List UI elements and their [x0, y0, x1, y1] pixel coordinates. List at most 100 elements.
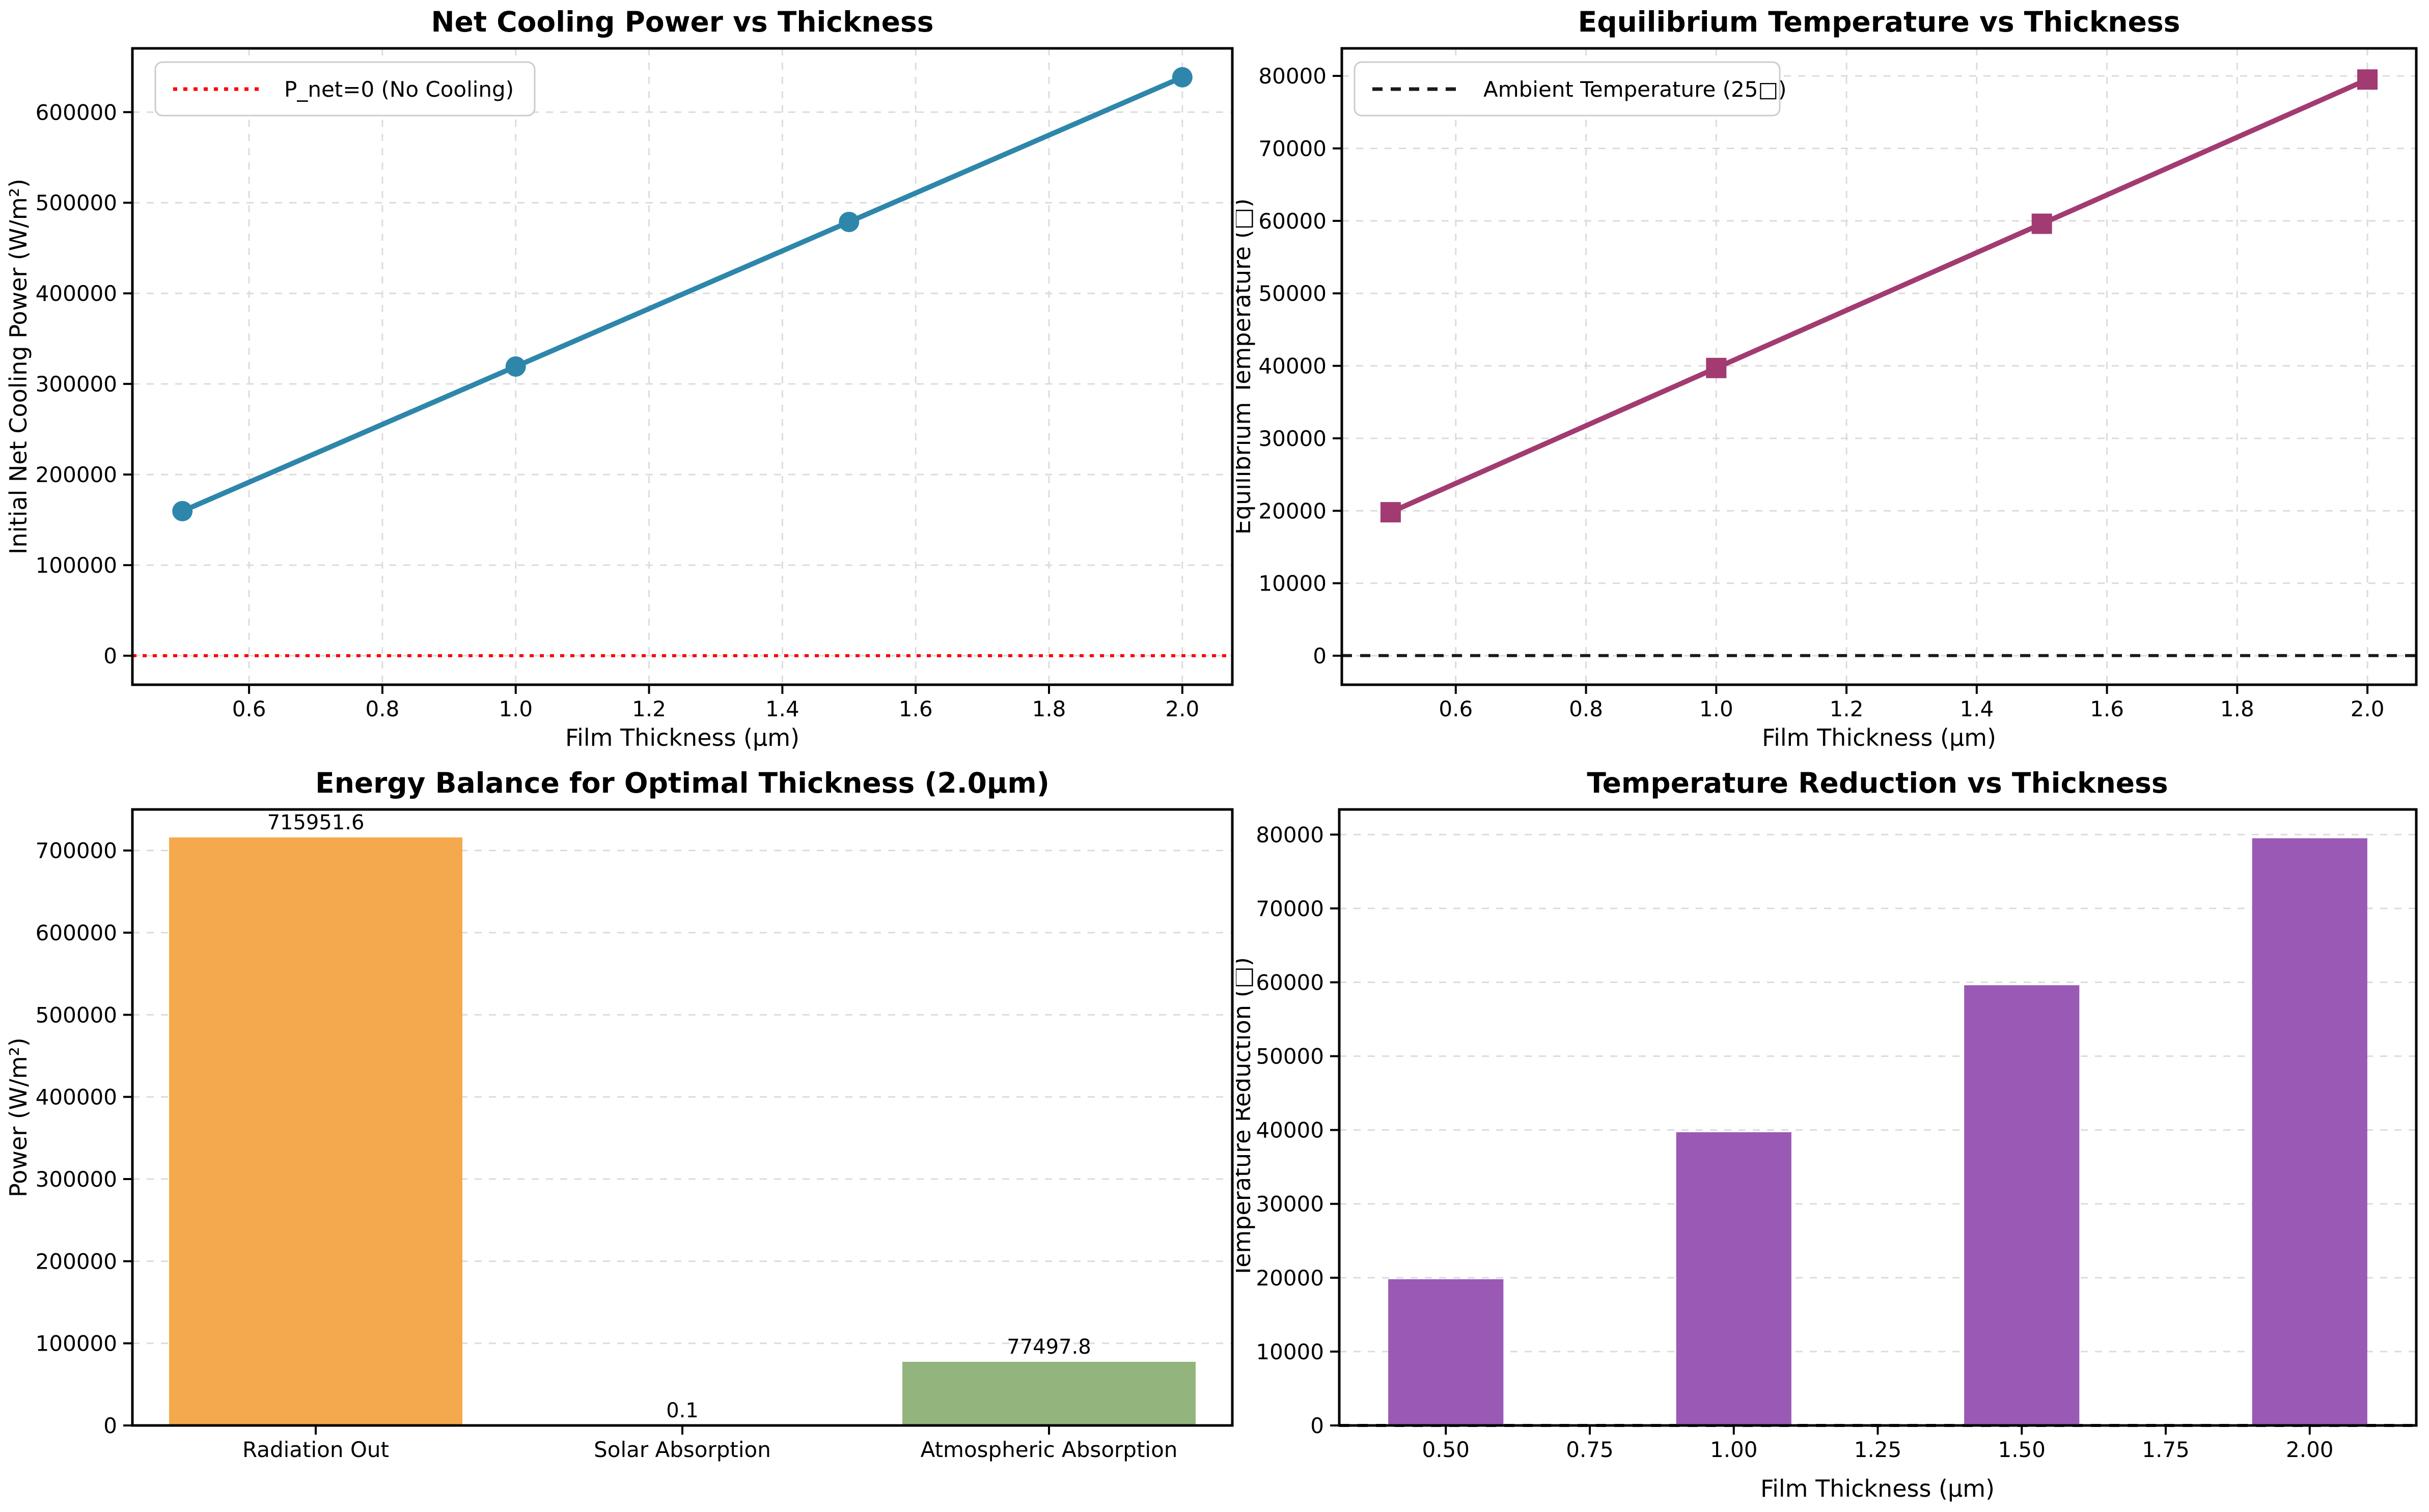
x-tick-label: Solar Absorption [594, 1437, 771, 1462]
subplot-net-cooling-power: 0.6 0.8 1.0 1.2 1.4 1.6 1.8 2.0 0 100000 200000 300… [0, 0, 1236, 756]
bar [1964, 985, 2080, 1425]
y-tick-label: 70000 [1258, 136, 1327, 161]
chart-title: Energy Balance for Optimal Thickness (2.… [315, 767, 1050, 799]
y-tick-label: 50000 [1258, 281, 1327, 306]
data-point-marker [2031, 213, 2052, 234]
x-tick-label: 0.75 [1566, 1437, 1614, 1462]
bar [1676, 1132, 1791, 1425]
bar-value-label: 77497.8 [1007, 1335, 1091, 1359]
bar [902, 1361, 1196, 1425]
y-tick-label: 80000 [1256, 822, 1324, 847]
legend: P_net=0 (No Cooling) [154, 61, 536, 117]
legend: Ambient Temperature (25□) [1354, 61, 1787, 117]
y-tick-label: 10000 [1256, 1339, 1324, 1364]
y-tick-label: 40000 [1258, 354, 1327, 379]
y-tick-label: 80000 [1258, 64, 1327, 89]
y-tick-label: 600000 [36, 100, 117, 125]
bar [169, 837, 462, 1425]
equilibrium-temperature-chart: 0.6 0.8 1.0 1.2 1.4 1.6 1.8 2.0 0 10000 20000 30000… [1236, 6, 2418, 751]
x-tick-label: 1.4 [1959, 696, 1994, 721]
data-point-marker [1380, 502, 1401, 523]
net-cooling-power-chart: 0.6 0.8 1.0 1.2 1.4 1.6 1.8 2.0 0 100000 200000 300… [5, 6, 1234, 751]
data-point-marker [1706, 357, 1727, 378]
y-tick-label: 0 [103, 643, 117, 668]
legend-box [1354, 61, 1781, 117]
y-tick-label: 20000 [1256, 1266, 1324, 1291]
y-axis-label: Temperature Reduction (□) [1236, 957, 1256, 1278]
y-tick-label: 60000 [1258, 209, 1327, 234]
x-tick-label: 0.6 [232, 696, 266, 721]
y-tick-label: 0 [1310, 1413, 1324, 1438]
legend-label: P_net=0 (No Cooling) [284, 77, 514, 102]
subplot-temperature-reduction: 0.50 0.75 1.00 1.25 1.50 1.75 2.00 0 10000 20000 3… [1236, 756, 2429, 1512]
x-tick-label: 1.6 [899, 696, 933, 721]
x-tick-label: 1.0 [1699, 696, 1733, 721]
y-tick-label: 300000 [36, 372, 117, 397]
y-tick-label: 100000 [36, 553, 117, 578]
subplot-energy-balance: 715951.6 0.1 77497.8 Radiation Out Solar Abs… [0, 756, 1236, 1512]
data-point-marker [839, 211, 860, 232]
x-axis-label: Film Thickness (μm) [1762, 724, 1996, 751]
x-tick-label: 0.6 [1439, 696, 1473, 721]
energy-balance-chart: 715951.6 0.1 77497.8 Radiation Out Solar Abs… [5, 767, 1234, 1462]
y-tick-label: 30000 [1258, 426, 1327, 451]
y-axis-label: Equilibrium Temperature (□) [1236, 199, 1256, 535]
y-axis-label: Initial Net Cooling Power (W/m²) [5, 179, 32, 554]
y-tick-label: 60000 [1256, 970, 1324, 995]
y-tick-label: 200000 [36, 1249, 117, 1274]
bar [2252, 838, 2367, 1425]
data-point-marker [2357, 69, 2378, 90]
x-tick-label: 1.75 [2142, 1437, 2190, 1462]
y-axis-label: Power (W/m²) [5, 1038, 32, 1197]
x-axis-label: Film Thickness (μm) [565, 724, 799, 751]
bar-value-label: 0.1 [666, 1399, 699, 1422]
y-tick-label: 300000 [36, 1167, 117, 1192]
legend-box [154, 61, 536, 117]
x-tick-label: 0.50 [1422, 1437, 1470, 1462]
plot-spines [1340, 47, 2418, 686]
y-tick-label: 400000 [36, 281, 117, 306]
y-tick-label: 400000 [36, 1085, 117, 1110]
y-tick-label: 500000 [36, 190, 117, 215]
x-tick-label: 1.6 [2090, 696, 2124, 721]
x-tick-label: 2.00 [2286, 1437, 2334, 1462]
bar [1388, 1279, 1504, 1425]
chart-title: Equilibrium Temperature vs Thickness [1578, 6, 2180, 38]
plot-spines [1338, 808, 2418, 1427]
x-tick-label: 1.0 [499, 696, 533, 721]
x-axis-label: Film Thickness (μm) [1760, 1475, 1995, 1502]
y-tick-label: 700000 [36, 838, 117, 863]
x-tick-label: 1.25 [1854, 1437, 1902, 1462]
y-tick-label: 600000 [36, 920, 117, 945]
x-tick-label: 0.8 [1569, 696, 1603, 721]
plot-spines [131, 47, 1234, 686]
x-tick-label: Atmospheric Absorption [921, 1437, 1178, 1462]
y-tick-label: 30000 [1256, 1192, 1324, 1217]
x-tick-label: Radiation Out [242, 1437, 389, 1462]
subplot-equilibrium-temperature: 0.6 0.8 1.0 1.2 1.4 1.6 1.8 2.0 0 10000 20000 30000… [1236, 0, 2429, 756]
x-tick-label: 1.8 [2220, 696, 2254, 721]
data-line [1389, 77, 2369, 515]
chart-title: Temperature Reduction vs Thickness [1587, 767, 2168, 799]
x-tick-label: 1.8 [1032, 696, 1066, 721]
data-line [181, 75, 1183, 514]
x-tick-label: 1.2 [632, 696, 666, 721]
x-tick-label: 1.00 [1710, 1437, 1758, 1462]
x-tick-label: 0.8 [366, 696, 400, 721]
y-tick-label: 40000 [1256, 1118, 1324, 1143]
x-tick-label: 1.4 [765, 696, 799, 721]
data-point-marker [172, 501, 193, 522]
y-tick-label: 70000 [1256, 896, 1324, 921]
x-tick-label: 2.0 [1165, 696, 1199, 721]
x-tick-label: 1.50 [1998, 1437, 2046, 1462]
temperature-reduction-chart: 0.50 0.75 1.00 1.25 1.50 1.75 2.00 0 10000 20000 3… [1236, 767, 2418, 1502]
x-tick-label: 2.0 [2351, 696, 2385, 721]
y-tick-label: 200000 [36, 462, 117, 487]
data-point-marker [1172, 67, 1193, 88]
chart-title: Net Cooling Power vs Thickness [431, 6, 934, 38]
y-tick-label: 0 [103, 1413, 117, 1438]
x-tick-label: 1.2 [1830, 696, 1864, 721]
y-tick-label: 50000 [1256, 1044, 1324, 1069]
y-tick-label: 20000 [1258, 498, 1327, 523]
